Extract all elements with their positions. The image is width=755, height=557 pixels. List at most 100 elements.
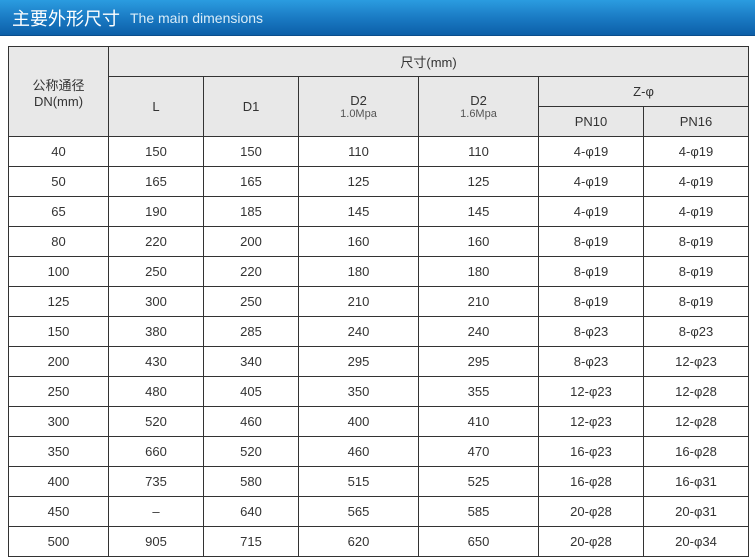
table-row: 1002502201801808-φ198-φ19 [9, 257, 749, 287]
cell-z1: 8-φ19 [539, 287, 644, 317]
cell-z2: 16-φ31 [644, 467, 749, 497]
cell-z1: 8-φ19 [539, 227, 644, 257]
cell-d2a: 350 [299, 377, 419, 407]
col-header-d2a: D2 1.0Mpa [299, 77, 419, 137]
cell-d2b: 525 [419, 467, 539, 497]
cell-z2: 8-φ19 [644, 227, 749, 257]
cell-d1: 520 [204, 437, 299, 467]
cell-d2b: 295 [419, 347, 539, 377]
cell-dn: 65 [9, 197, 109, 227]
cell-z1: 12-φ23 [539, 377, 644, 407]
col-header-d2b: D2 1.6Mpa [419, 77, 539, 137]
cell-z2: 8-φ23 [644, 317, 749, 347]
cell-d2a: 110 [299, 137, 419, 167]
cell-l: 250 [109, 257, 204, 287]
cell-d2b: 410 [419, 407, 539, 437]
cell-d2a: 460 [299, 437, 419, 467]
cell-z1: 20-φ28 [539, 497, 644, 527]
d2b-main: D2 [419, 93, 538, 108]
cell-d1: 285 [204, 317, 299, 347]
cell-dn: 100 [9, 257, 109, 287]
cell-dn: 450 [9, 497, 109, 527]
cell-d2b: 585 [419, 497, 539, 527]
cell-d1: 640 [204, 497, 299, 527]
cell-z2: 4-φ19 [644, 197, 749, 227]
cell-d2a: 125 [299, 167, 419, 197]
cell-l: 735 [109, 467, 204, 497]
dimensions-table: 公称通径 DN(mm) 尺寸(mm) L D1 D2 1.0Mpa D2 1.6… [8, 46, 749, 557]
cell-d2b: 650 [419, 527, 539, 557]
col-header-dn: 公称通径 DN(mm) [9, 47, 109, 137]
table-row: 501651651251254-φ194-φ19 [9, 167, 749, 197]
cell-d2b: 160 [419, 227, 539, 257]
cell-d1: 165 [204, 167, 299, 197]
d2b-sub: 1.6Mpa [419, 108, 538, 120]
cell-z2: 20-φ34 [644, 527, 749, 557]
cell-l: 165 [109, 167, 204, 197]
cell-l: 480 [109, 377, 204, 407]
d2a-sub: 1.0Mpa [299, 108, 418, 120]
cell-l: 660 [109, 437, 204, 467]
table-row: 401501501101104-φ194-φ19 [9, 137, 749, 167]
cell-d2a: 295 [299, 347, 419, 377]
table-row: 2004303402952958-φ2312-φ23 [9, 347, 749, 377]
cell-l: 380 [109, 317, 204, 347]
cell-dn: 50 [9, 167, 109, 197]
cell-l: 520 [109, 407, 204, 437]
cell-l: 300 [109, 287, 204, 317]
cell-d2b: 180 [419, 257, 539, 287]
title-cn: 主要外形尺寸 [12, 5, 120, 31]
table-head: 公称通径 DN(mm) 尺寸(mm) L D1 D2 1.0Mpa D2 1.6… [9, 47, 749, 137]
cell-z2: 8-φ19 [644, 287, 749, 317]
col-header-size: 尺寸(mm) [109, 47, 749, 77]
cell-z1: 16-φ28 [539, 467, 644, 497]
table-row: 651901851451454-φ194-φ19 [9, 197, 749, 227]
cell-d2a: 565 [299, 497, 419, 527]
col-header-pn10: PN10 [539, 107, 644, 137]
cell-dn: 400 [9, 467, 109, 497]
table-row: 25048040535035512-φ2312-φ28 [9, 377, 749, 407]
cell-d2a: 210 [299, 287, 419, 317]
cell-d2a: 515 [299, 467, 419, 497]
cell-z1: 4-φ19 [539, 137, 644, 167]
cell-l: 905 [109, 527, 204, 557]
table-row: 802202001601608-φ198-φ19 [9, 227, 749, 257]
cell-d1: 340 [204, 347, 299, 377]
cell-z1: 4-φ19 [539, 197, 644, 227]
cell-d1: 220 [204, 257, 299, 287]
cell-dn: 80 [9, 227, 109, 257]
cell-z2: 20-φ31 [644, 497, 749, 527]
dn-line1: 公称通径 [9, 75, 108, 94]
d2a-main: D2 [299, 93, 418, 108]
cell-d2a: 145 [299, 197, 419, 227]
cell-l: 220 [109, 227, 204, 257]
col-header-z: Z-φ [539, 77, 749, 107]
cell-z1: 20-φ28 [539, 527, 644, 557]
cell-dn: 125 [9, 287, 109, 317]
table-row: 1253002502102108-φ198-φ19 [9, 287, 749, 317]
cell-d1: 185 [204, 197, 299, 227]
table-row: 35066052046047016-φ2316-φ28 [9, 437, 749, 467]
table-row: 40073558051552516-φ2816-φ31 [9, 467, 749, 497]
cell-d1: 715 [204, 527, 299, 557]
cell-d2a: 180 [299, 257, 419, 287]
cell-d2b: 125 [419, 167, 539, 197]
cell-l: 430 [109, 347, 204, 377]
cell-z2: 4-φ19 [644, 167, 749, 197]
cell-z2: 12-φ28 [644, 377, 749, 407]
cell-d2b: 240 [419, 317, 539, 347]
cell-l: 190 [109, 197, 204, 227]
cell-d1: 150 [204, 137, 299, 167]
cell-z2: 12-φ28 [644, 407, 749, 437]
cell-z2: 16-φ28 [644, 437, 749, 467]
col-header-pn16: PN16 [644, 107, 749, 137]
cell-dn: 250 [9, 377, 109, 407]
cell-z1: 12-φ23 [539, 407, 644, 437]
dn-line2: DN(mm) [9, 94, 108, 109]
cell-l: 150 [109, 137, 204, 167]
cell-d1: 250 [204, 287, 299, 317]
cell-d1: 200 [204, 227, 299, 257]
cell-z2: 8-φ19 [644, 257, 749, 287]
cell-dn: 350 [9, 437, 109, 467]
table-row: 50090571562065020-φ2820-φ34 [9, 527, 749, 557]
